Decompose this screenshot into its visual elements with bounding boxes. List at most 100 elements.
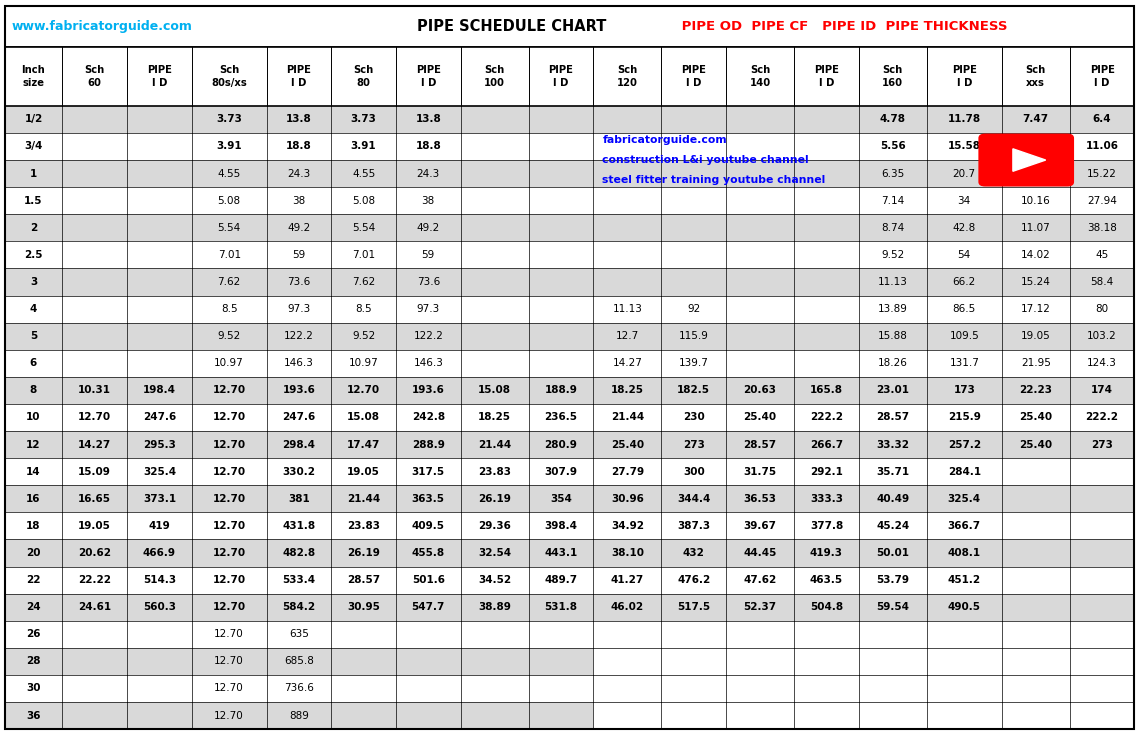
Text: 31.75: 31.75 bbox=[744, 467, 777, 477]
Bar bbox=[267, 268, 331, 295]
Bar bbox=[396, 241, 460, 268]
Text: 20.7: 20.7 bbox=[952, 168, 976, 179]
Text: 7.62: 7.62 bbox=[352, 277, 375, 287]
Text: 635: 635 bbox=[289, 629, 309, 639]
Bar bbox=[191, 323, 267, 350]
Text: 25.40: 25.40 bbox=[611, 440, 644, 450]
Bar bbox=[460, 539, 528, 567]
Bar bbox=[662, 350, 726, 377]
Bar bbox=[859, 458, 927, 485]
Bar bbox=[191, 539, 267, 567]
Bar bbox=[593, 214, 662, 241]
Text: 8.5: 8.5 bbox=[221, 304, 238, 314]
Text: 28.57: 28.57 bbox=[744, 440, 777, 450]
Bar bbox=[5, 6, 1134, 47]
Bar bbox=[191, 268, 267, 295]
Text: 6.35: 6.35 bbox=[882, 168, 904, 179]
Text: 5: 5 bbox=[30, 331, 38, 341]
Bar bbox=[191, 187, 267, 214]
Text: 4.55: 4.55 bbox=[218, 168, 240, 179]
Bar bbox=[859, 431, 927, 458]
Bar bbox=[128, 702, 191, 729]
Bar bbox=[396, 539, 460, 567]
Text: 15.22: 15.22 bbox=[1087, 168, 1117, 179]
Bar bbox=[662, 241, 726, 268]
Bar bbox=[1070, 675, 1134, 702]
Text: 419.3: 419.3 bbox=[810, 548, 843, 558]
Text: 38: 38 bbox=[421, 196, 435, 206]
Bar bbox=[1070, 295, 1134, 323]
Text: 12.70: 12.70 bbox=[213, 412, 246, 423]
Bar bbox=[794, 323, 859, 350]
Bar bbox=[1070, 458, 1134, 485]
Text: 59: 59 bbox=[293, 250, 305, 260]
Bar bbox=[859, 512, 927, 539]
Text: Sch
80: Sch 80 bbox=[353, 65, 374, 87]
Text: 59.54: 59.54 bbox=[876, 602, 909, 612]
Bar bbox=[5, 187, 63, 214]
Bar bbox=[191, 512, 267, 539]
Bar bbox=[726, 295, 794, 323]
Text: 35.71: 35.71 bbox=[876, 467, 909, 477]
Bar bbox=[927, 621, 1001, 648]
Text: 80: 80 bbox=[1096, 304, 1108, 314]
Bar bbox=[1070, 539, 1134, 567]
Text: 103.2: 103.2 bbox=[1088, 331, 1117, 341]
Bar bbox=[396, 350, 460, 377]
Bar bbox=[63, 648, 128, 675]
Text: 222.2: 222.2 bbox=[1085, 412, 1118, 423]
Text: 25.40: 25.40 bbox=[1019, 412, 1052, 423]
Bar bbox=[331, 567, 396, 594]
Bar bbox=[191, 431, 267, 458]
Text: 12: 12 bbox=[26, 440, 41, 450]
Text: 174: 174 bbox=[1091, 385, 1113, 395]
Bar bbox=[528, 241, 593, 268]
Bar bbox=[5, 323, 63, 350]
Bar bbox=[267, 133, 331, 160]
Text: 7.14: 7.14 bbox=[882, 196, 904, 206]
Bar bbox=[859, 268, 927, 295]
Text: 18.8: 18.8 bbox=[416, 142, 441, 151]
Bar bbox=[5, 214, 63, 241]
Text: Inch
size: Inch size bbox=[22, 65, 46, 87]
Bar bbox=[191, 160, 267, 187]
Bar bbox=[1001, 133, 1070, 160]
Bar bbox=[267, 485, 331, 512]
Bar bbox=[859, 160, 927, 187]
Text: 9.52: 9.52 bbox=[352, 331, 375, 341]
Bar bbox=[1001, 431, 1070, 458]
Text: 5.08: 5.08 bbox=[352, 196, 375, 206]
Bar bbox=[528, 539, 593, 567]
Bar bbox=[460, 404, 528, 431]
Text: 49.2: 49.2 bbox=[287, 223, 311, 233]
Bar bbox=[528, 350, 593, 377]
Bar bbox=[726, 106, 794, 133]
Text: 4.55: 4.55 bbox=[352, 168, 375, 179]
Bar bbox=[528, 160, 593, 187]
Bar bbox=[5, 458, 63, 485]
Bar bbox=[662, 539, 726, 567]
Bar bbox=[63, 268, 128, 295]
Text: 26: 26 bbox=[26, 629, 41, 639]
Bar bbox=[662, 431, 726, 458]
Bar bbox=[1070, 702, 1134, 729]
Text: 5.56: 5.56 bbox=[880, 142, 906, 151]
Bar bbox=[859, 567, 927, 594]
Bar bbox=[5, 594, 63, 621]
Bar bbox=[528, 404, 593, 431]
Bar bbox=[5, 106, 63, 133]
Bar bbox=[63, 295, 128, 323]
Bar bbox=[5, 675, 63, 702]
Text: 25.40: 25.40 bbox=[744, 412, 777, 423]
Bar bbox=[927, 187, 1001, 214]
Bar bbox=[460, 458, 528, 485]
Bar bbox=[662, 106, 726, 133]
Bar bbox=[396, 594, 460, 621]
Text: 11.06: 11.06 bbox=[1085, 142, 1118, 151]
Text: 451.2: 451.2 bbox=[948, 575, 981, 585]
Bar bbox=[128, 187, 191, 214]
Text: 92: 92 bbox=[687, 304, 700, 314]
Bar bbox=[191, 485, 267, 512]
Bar bbox=[396, 485, 460, 512]
Bar bbox=[396, 160, 460, 187]
